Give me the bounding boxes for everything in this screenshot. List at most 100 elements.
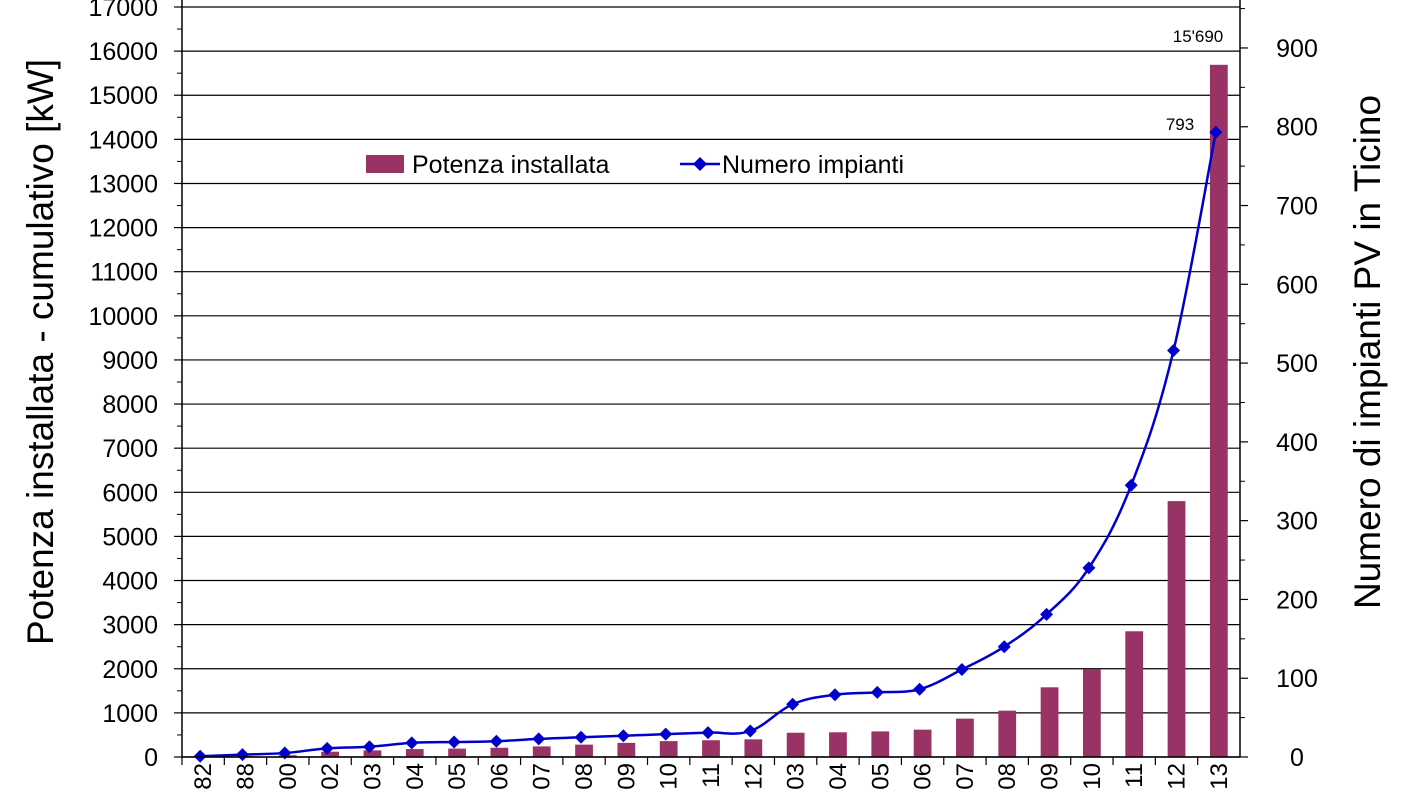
bar — [871, 731, 890, 757]
x-tick-label: 00 — [275, 763, 302, 790]
line-point — [320, 741, 334, 755]
y-right-tick-label: 200 — [1276, 586, 1318, 614]
line-point — [447, 735, 461, 749]
y-left-tick-label: 1000 — [102, 700, 158, 728]
y-left-tick-label: 9000 — [102, 347, 158, 375]
axes — [174, 0, 1248, 765]
y-left-tick-label: 17000 — [88, 0, 158, 22]
bar — [448, 748, 466, 757]
x-tick-label: 04 — [402, 763, 429, 790]
legend-swatch-potenza — [366, 155, 404, 173]
line-point — [1167, 343, 1181, 357]
x-tick-label: 04 — [825, 763, 852, 790]
y-left-tick-label: 6000 — [102, 479, 158, 507]
y-left-tick-label: 16000 — [88, 38, 158, 66]
y-left-tick-label: 0 — [144, 744, 158, 772]
y-left-tick-label: 5000 — [102, 523, 158, 551]
bar — [617, 742, 636, 757]
line-point — [1124, 478, 1138, 492]
x-tick-label: 88 — [232, 763, 259, 790]
y-left-tick-label: 14000 — [88, 126, 158, 154]
bar — [744, 739, 763, 757]
x-tick-label: 07 — [529, 763, 556, 790]
grid-lines — [182, 6, 1240, 758]
x-tick-label: 05 — [444, 763, 471, 790]
bar — [490, 747, 509, 757]
bar — [405, 749, 424, 757]
bar — [913, 729, 932, 757]
x-tick-label: 02 — [317, 763, 344, 790]
bar — [1125, 631, 1144, 757]
annotation-impianti-max: 793 — [1166, 115, 1194, 134]
bar — [956, 718, 974, 757]
x-tick-label: 03 — [783, 763, 810, 790]
line-point — [743, 724, 757, 738]
x-tick-label: 06 — [486, 763, 513, 790]
y-right-tick-label: 300 — [1276, 508, 1318, 536]
y-right-tick-label: 900 — [1276, 35, 1318, 63]
x-tick-label: 11 — [1121, 763, 1148, 788]
x-tick-label: 09 — [613, 763, 640, 790]
line-point — [362, 740, 376, 754]
x-tick-label: 82 — [190, 763, 217, 790]
y-left-tick-label: 13000 — [88, 170, 158, 198]
y-left-tick-label: 7000 — [102, 435, 158, 463]
line-point — [913, 682, 927, 696]
line-point — [1209, 125, 1223, 139]
bar — [829, 732, 847, 757]
bar — [1082, 669, 1101, 757]
bar — [998, 710, 1017, 757]
bar — [659, 741, 678, 757]
x-tick-label: 06 — [910, 763, 937, 790]
line-point — [786, 697, 800, 711]
x-tick-label: 11 — [698, 763, 725, 788]
bar — [1040, 687, 1059, 757]
legend: Potenza installata Numero impianti — [366, 151, 904, 179]
y-axis-right-title: Numero di impianti PV in Ticino — [1347, 95, 1388, 609]
y-right-tick-label: 500 — [1276, 350, 1318, 378]
y-right-tick-label: 0 — [1290, 744, 1304, 772]
y-left-tick-label: 3000 — [102, 612, 158, 640]
legend-label-potenza: Potenza installata — [412, 151, 609, 179]
x-tick-label: 03 — [359, 763, 386, 790]
line-point — [235, 748, 249, 762]
line-point — [870, 685, 884, 699]
y-left-tick-label: 11000 — [90, 259, 158, 287]
line-point — [616, 729, 630, 743]
line-series — [193, 125, 1223, 763]
line-point — [828, 688, 842, 702]
legend-marker-impianti — [693, 157, 707, 171]
y-right-tick-label: 700 — [1276, 193, 1318, 221]
bar — [1209, 64, 1228, 757]
bar — [532, 746, 551, 757]
x-tick-label: 13 — [1206, 763, 1233, 790]
y-right-tick-label: 100 — [1276, 665, 1318, 693]
x-tick-label: 12 — [1164, 763, 1191, 790]
line-point — [1082, 561, 1096, 575]
bar — [702, 740, 720, 757]
bar — [1167, 501, 1186, 757]
line-point — [405, 736, 419, 750]
line-point — [574, 730, 588, 744]
x-tick-label: 08 — [571, 763, 598, 790]
x-tick-label: 09 — [1037, 763, 1064, 790]
line-point — [193, 749, 207, 763]
x-tick-label: 05 — [867, 763, 894, 790]
x-tick-label: 10 — [656, 763, 683, 790]
line-point — [701, 726, 715, 740]
annotation-potenza-max: 15'690 — [1173, 27, 1224, 46]
bar — [575, 744, 593, 757]
line-point — [997, 640, 1011, 654]
line-point — [955, 663, 969, 677]
line-point — [532, 732, 546, 746]
y-left-tick-label: 15000 — [88, 82, 158, 110]
y-right-tick-label: 600 — [1276, 271, 1318, 299]
y-right-tick-label: 800 — [1276, 114, 1318, 142]
x-tick-label: 12 — [740, 763, 767, 790]
y-left-tick-label: 8000 — [102, 391, 158, 419]
bar — [363, 750, 382, 757]
bar — [321, 751, 340, 757]
y-axis-left-title: Potenza installata - cumulativo [kW] — [20, 59, 61, 645]
y-left-tick-label: 4000 — [102, 568, 158, 596]
